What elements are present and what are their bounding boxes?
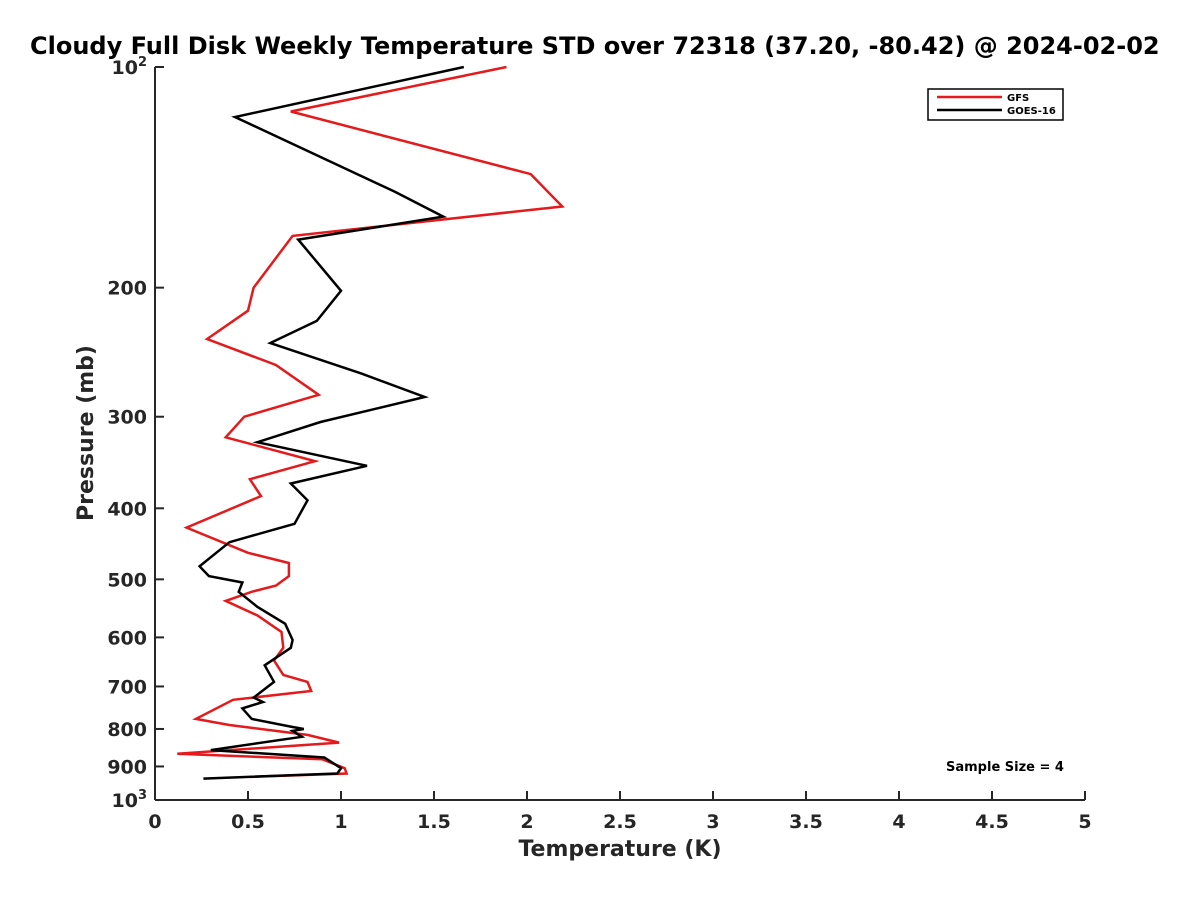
x-tick-label: 4.5: [975, 811, 1009, 833]
y-tick-label: 800: [107, 719, 147, 741]
sample-size-annotation: Sample Size = 4: [946, 760, 1064, 775]
y-tick-label: 400: [107, 498, 147, 520]
y-ticks: 102 200 300 400 500 600 700 800 900 103: [107, 55, 164, 812]
x-tick-label: 1.5: [417, 811, 451, 833]
y-tick-label: 500: [107, 569, 147, 591]
x-tick-label: 5: [1078, 811, 1091, 833]
y-tick-label: 700: [107, 676, 147, 698]
x-tick-label: 3: [706, 811, 719, 833]
y-tick-label: 200: [107, 278, 147, 300]
legend: GFS GOES-16: [927, 88, 1064, 121]
legend-label: GOES-16: [1007, 106, 1056, 117]
series-line-goes-16: [197, 65, 465, 780]
x-tick-label: 1: [334, 811, 347, 833]
series-line-gfs: [177, 65, 565, 779]
x-tick-label: 3.5: [789, 811, 823, 833]
x-axis-label: Temperature (K): [518, 837, 721, 862]
y-tick-label: 300: [107, 407, 147, 429]
x-tick-label: 0: [148, 811, 161, 833]
y-axis-label: Pressure (mb): [74, 345, 99, 521]
x-tick-label: 4: [892, 811, 905, 833]
x-tick-label: 2.5: [603, 811, 637, 833]
x-tick-label: 2: [520, 811, 533, 833]
chart-title: Cloudy Full Disk Weekly Temperature STD …: [30, 32, 1160, 60]
legend-box: [927, 88, 1064, 121]
y-tick-label: 103: [112, 788, 148, 812]
y-tick-label: 900: [107, 756, 147, 778]
y-tick-label: 102: [112, 55, 148, 79]
y-tick-label: 600: [107, 627, 147, 649]
series-layer: [177, 65, 565, 780]
x-ticks: 0 0.5 1 1.5 2 2.5 3 3.5 4 4.5 5: [148, 791, 1092, 833]
x-tick-label: 0.5: [231, 811, 265, 833]
legend-label: GFS: [1007, 93, 1029, 104]
